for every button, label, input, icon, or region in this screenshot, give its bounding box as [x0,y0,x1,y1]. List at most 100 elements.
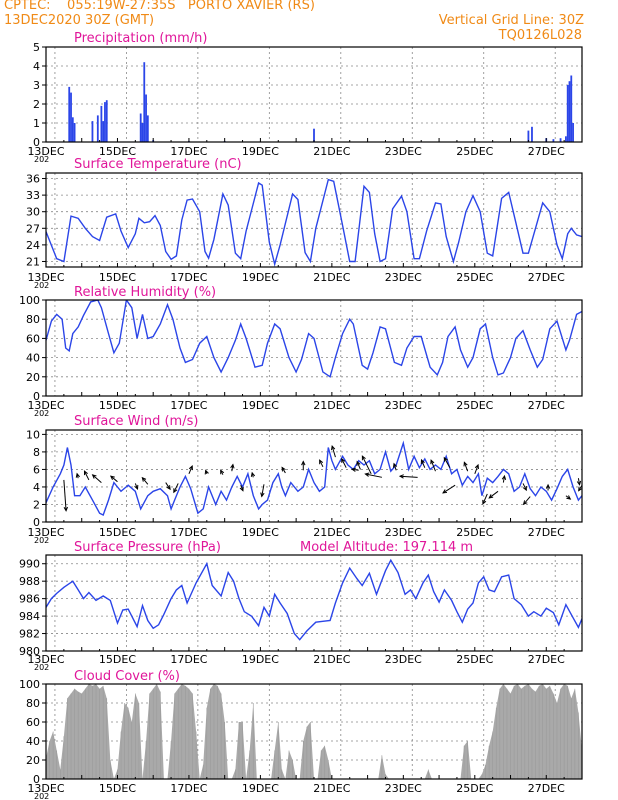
press-xtick-label: 19DEC [242,653,279,666]
precip-bar [100,105,103,142]
press-ytick-label: 984 [19,610,40,623]
wind-arrow [399,475,418,478]
wind-arrow-head [566,495,572,500]
wind-arrow-head [482,499,487,505]
wind-xtick-label: 25DEC [456,526,493,539]
precip-bar [139,113,142,142]
precip-bar [71,117,74,142]
press-xtick-label: 21DEC [313,653,350,666]
press-title: Surface Pressure (hPa) [74,540,221,555]
wind-xtick-label: 21DEC [313,526,350,539]
wind-arrow-head [341,457,346,463]
precip-bar [552,139,555,142]
wind-arrow [319,459,324,468]
wind-arrow [523,496,531,505]
wind-year-fragment: 202 [34,536,49,545]
precip-bar [73,123,76,142]
rh-ytick-label: 60 [26,332,40,345]
press-xtick-label: 25DEC [456,653,493,666]
wind-arrow [165,482,171,490]
wind-arrow-head [463,461,468,467]
temp-ytick-label: 24 [26,239,40,252]
wind-arrow [474,464,479,474]
wind-arrow-head [442,489,448,494]
rh-xtick-label: 17DEC [170,399,207,412]
wind-arrow-head [166,485,171,491]
wind-arrow [430,459,436,472]
wind-arrow-head [331,445,336,451]
rh-xtick-label: 15DEC [99,399,136,412]
wind-arrow-head [301,460,306,466]
wind-arrow-head [356,460,361,466]
wind-arrow-head [361,455,366,461]
wind-arrow-head [350,467,357,472]
temp-ytick-label: 33 [26,189,40,202]
wind-arrow [141,477,149,485]
wind-arrow [84,470,90,481]
temp-ytick-label: 30 [26,206,40,219]
wind-arrow-head [522,500,528,506]
precip-xtick-label: 25DEC [456,145,493,158]
wind-arrow-head [230,463,235,469]
precip-bar [531,126,533,142]
wind-series-line [46,440,582,516]
wind-arrow [522,483,527,491]
press-xtick-label: 27DEC [528,653,565,666]
wind-arrow [488,490,499,499]
precip-ytick-label: 3 [33,79,40,92]
precip-xtick-label: 13DEC [27,145,64,158]
wind-xtick-label: 23DEC [385,526,422,539]
wind-arrow-head [239,486,244,492]
wind-ytick-label: 0 [33,516,40,529]
precip-bar [566,85,569,142]
run-time: 13DEC2020 30Z (GMT) [4,13,155,28]
wind-arrow-head [364,472,370,477]
cloud-xtick-label: 23DEC [385,782,422,795]
wind-arrow [443,457,451,468]
rh-year-fragment: 202 [34,409,49,418]
cloud-xtick-label: 25DEC [456,782,493,795]
rh-ytick-label: 40 [26,352,40,365]
temp-year-fragment: 202 [34,281,49,290]
wind-arrow-head [443,456,448,462]
wind-arrow-head [250,471,256,477]
wind-arrow-head [578,486,583,492]
precip-bar [68,86,71,142]
wind-arrow-head [501,474,507,480]
precip-bar [102,121,105,142]
temp-title: Surface Temperature (nC) [74,157,242,172]
rh-title: Relative Humidity (%) [74,285,216,300]
cloud-xtick-label: 21DEC [313,782,350,795]
precip-xtick-label: 27DEC [528,145,565,158]
cloud-xtick-label: 13DEC [27,782,64,795]
wind-arrow-head [319,459,324,465]
rh-xtick-label: 19DEC [242,399,279,412]
wind-arrow-head [141,476,147,482]
wind-arrow [331,446,336,458]
precip-bar [146,115,149,142]
precip-xtick-label: 23DEC [385,145,422,158]
station-title: CPTEC: 055:19W-27:35S PORTO XAVIER (RS) [4,0,315,13]
temp-xtick-label: 19DEC [242,271,279,284]
wind-arrow-head [134,484,139,491]
wind-xtick-label: 27DEC [528,526,565,539]
wind-arrow-head [173,488,178,494]
wind-xtick-label: 17DEC [170,526,207,539]
rh-xtick-label: 23DEC [385,399,422,412]
grid-line-note: Vertical Grid Line: 30Z [438,13,584,28]
wind-arrow [188,465,193,475]
temp-xtick-label: 21DEC [313,271,350,284]
press-series-line [46,558,582,641]
precip-panel: Precipitation (mm/h) 0 1 2 3 4 5 13DEC 15DEC 17DE… [27,31,583,164]
rh-ytick-label: 0 [33,390,40,403]
wind-xtick-label: 19DEC [242,526,279,539]
precip-ytick-label: 4 [33,60,40,73]
precip-bar [143,62,146,143]
precip-bar [104,102,106,142]
precip-year-fragment: 202 [34,155,49,164]
temp-xtick-label: 25DEC [456,271,493,284]
rh-panel: Relative Humidity (%) 0 20 40 60 80 100 13DEC 15… [19,285,583,418]
wind-arrow-head [188,465,193,471]
